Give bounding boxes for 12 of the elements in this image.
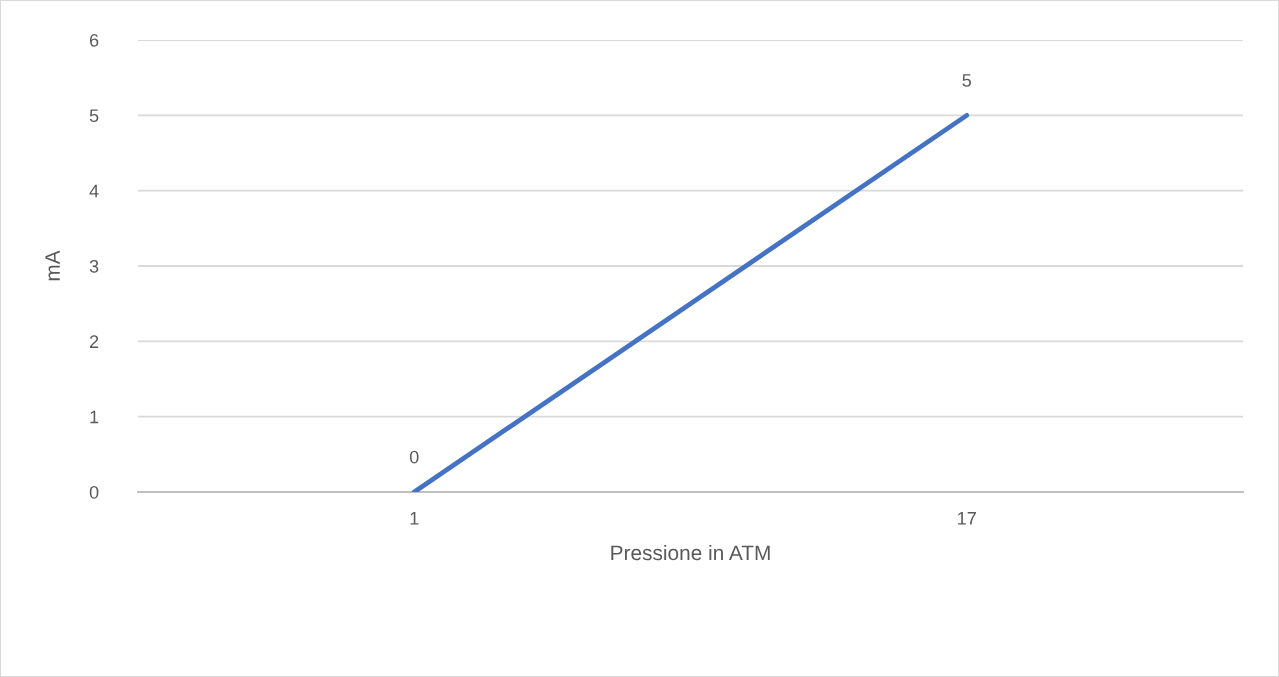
y-tick-label: 0 [89,485,99,499]
x-tick-label: 17 [958,512,976,525]
data-label: 0 [409,450,419,464]
y-axis-title: mA [45,250,60,281]
y-tick-label: 5 [89,109,99,123]
y-tick-label: 6 [89,33,99,47]
y-tick-label: 4 [89,184,99,198]
y-tick-label: 2 [89,335,99,348]
data-label: 5 [962,74,972,87]
y-tick-label: 3 [89,259,99,273]
y-tick-label: 1 [90,410,99,424]
x-axis-title: Pressione in ATM [611,544,770,561]
